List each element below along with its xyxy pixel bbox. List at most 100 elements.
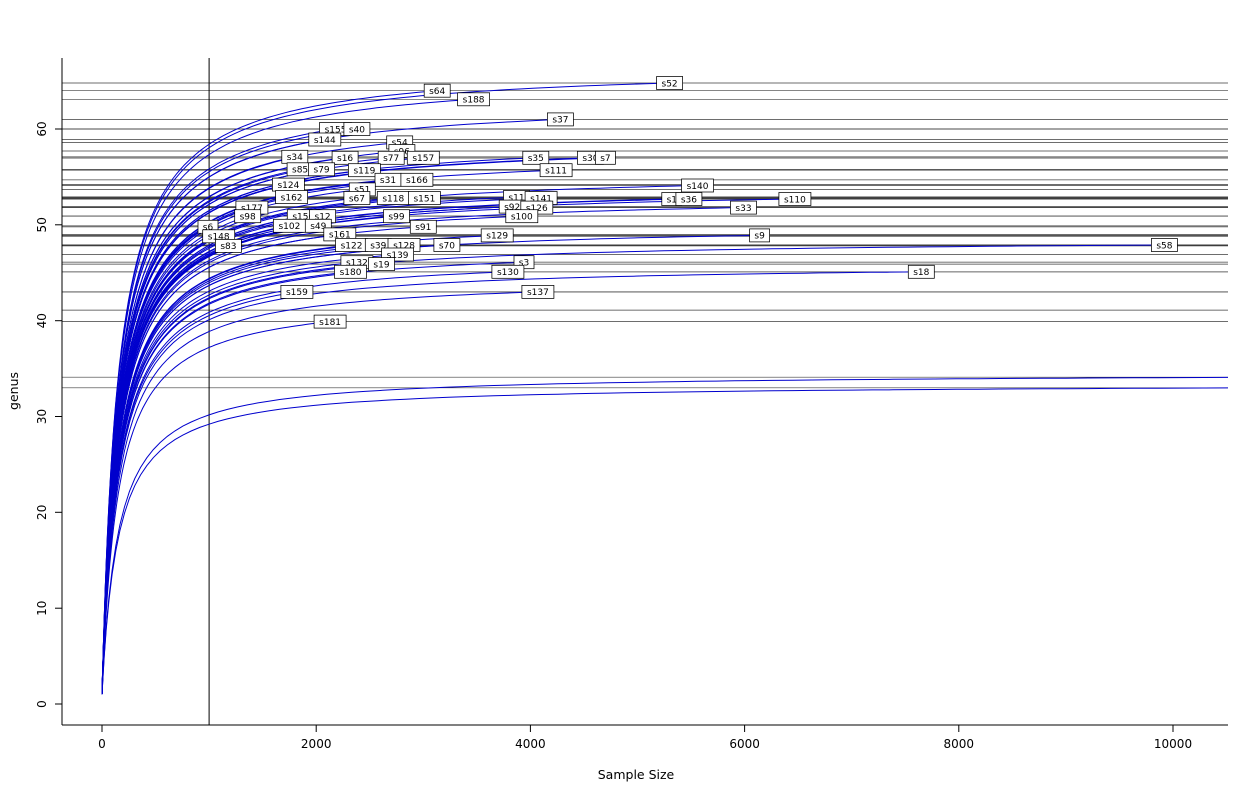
sample-label-s144: s144 xyxy=(314,136,336,146)
sample-label-s130: s130 xyxy=(497,268,519,278)
sample-label-box-s37 xyxy=(547,112,574,127)
sample-label-s124: s124 xyxy=(277,181,299,191)
rarefaction-curve-s79 xyxy=(101,168,322,695)
sample-label-s70: s70 xyxy=(439,241,455,251)
rarefaction-curve-s188 xyxy=(101,98,474,695)
x-tick-label: 4000 xyxy=(515,737,546,751)
sample-label-s132: s132 xyxy=(346,259,368,269)
sample-label-s83: s83 xyxy=(220,242,236,252)
sample-label-box-s70 xyxy=(433,238,461,252)
sample-label-s52: s52 xyxy=(662,79,678,89)
sample-label-s85: s85 xyxy=(292,166,308,176)
sample-label-s12: s12 xyxy=(315,213,331,223)
x-tick-label: 6000 xyxy=(729,737,760,751)
rarefaction-curve-s64 xyxy=(101,90,438,695)
rarefaction-curve-s137 xyxy=(101,291,538,695)
sample-label-s37: s37 xyxy=(552,116,568,126)
sample-label-s129: s129 xyxy=(486,232,508,242)
sample-label-box-s36 xyxy=(675,192,703,206)
sample-label-s31: s31 xyxy=(380,176,396,186)
sample-label-s30: s30 xyxy=(582,154,598,164)
sample-label-box-s19 xyxy=(368,257,395,271)
sample-label-s64: s64 xyxy=(429,87,445,97)
sample-label-s7: s7 xyxy=(600,154,610,164)
sample-label-box-s144 xyxy=(308,132,342,147)
sample-label-box-s181 xyxy=(313,314,347,329)
sample-label-s11: s11 xyxy=(508,193,524,203)
sample-label-s118: s118 xyxy=(382,194,404,204)
sample-label-box-s67 xyxy=(343,191,371,205)
sample-label-s141: s141 xyxy=(530,194,552,204)
sample-label-s77: s77 xyxy=(383,154,399,164)
rarefaction-curve-s181 xyxy=(101,321,331,695)
sample-label-s180: s180 xyxy=(340,268,362,278)
sample-label-box-s91 xyxy=(409,219,437,234)
rarefaction-curve-s35 xyxy=(101,157,536,695)
sample-label-box-s111 xyxy=(539,163,573,178)
sample-label-s166: s166 xyxy=(406,176,428,186)
sample-label-box-s130 xyxy=(491,264,525,279)
rarefaction-curve-s141 xyxy=(101,197,542,695)
y-axis-ticks: 0 10 20 30 40 50 60 xyxy=(35,121,62,708)
y-tick-label: 50 xyxy=(35,217,49,232)
sample-label-box-s100 xyxy=(505,209,539,224)
sample-label-box-s188 xyxy=(457,92,490,107)
sample-label-s157: s157 xyxy=(412,154,434,164)
sample-label-box-s140 xyxy=(681,178,714,193)
x-axis-ticks: 0 2000 4000 6000 8000 10000 xyxy=(98,725,1192,751)
x-tick-label: 10000 xyxy=(1154,737,1192,751)
sample-label-box-s77 xyxy=(377,150,405,165)
sample-label-box-s52 xyxy=(656,76,683,90)
rarefaction-curve-s1 xyxy=(101,198,672,695)
sample-label-s155: s155 xyxy=(325,125,347,135)
rarefaction-curve-unlabeled xyxy=(101,387,1229,695)
sample-label-s6: s6 xyxy=(203,223,214,233)
axes-group: 0 2000 4000 6000 8000 10000 0 10 20 30 40 50 60 Sam… xyxy=(6,58,1228,782)
rarefaction-curve-s18 xyxy=(101,271,922,695)
sample-label-s177: s177 xyxy=(241,204,263,214)
sample-label-s181: s181 xyxy=(319,318,341,328)
rarefaction-curve-s111 xyxy=(101,169,557,695)
sample-labels-group: s52s64s188s37s155s40s144s54s96s34s16s77s… xyxy=(197,76,1178,329)
sample-label-box-s33 xyxy=(730,200,757,215)
y-tick-label: 0 xyxy=(35,700,49,708)
sample-label-s156: s156 xyxy=(292,213,314,223)
rarefaction-curve-s110 xyxy=(101,198,795,695)
y-axis-title: genus xyxy=(6,372,21,410)
x-tick-label: 8000 xyxy=(944,737,975,751)
x-tick-label: 2000 xyxy=(301,737,332,751)
sample-label-s126: s126 xyxy=(526,204,548,214)
sample-label-s3: s3 xyxy=(519,259,529,269)
sample-label-s148: s148 xyxy=(208,233,230,243)
sample-label-box-s35 xyxy=(522,150,550,165)
x-axis-title: Sample Size xyxy=(598,767,675,782)
sample-label-box-s40 xyxy=(343,122,371,136)
sample-label-s139: s139 xyxy=(387,251,409,261)
sample-label-s16: s16 xyxy=(337,154,353,164)
y-tick-label: 30 xyxy=(35,409,49,424)
sample-label-box-s180 xyxy=(334,264,367,279)
sample-label-s128: s128 xyxy=(393,241,415,251)
sample-label-s119: s119 xyxy=(353,167,375,177)
rarefaction-curve-s161 xyxy=(101,233,340,695)
rarefaction-curve-s36 xyxy=(101,198,689,695)
sample-label-s151: s151 xyxy=(413,194,435,204)
y-tick-label: 20 xyxy=(35,505,49,520)
sample-label-s92: s92 xyxy=(504,203,520,213)
sample-label-box-s9 xyxy=(749,228,770,243)
sample-label-s36: s36 xyxy=(681,195,697,205)
sample-label-s111: s111 xyxy=(545,167,567,177)
rarefaction-curve-s52 xyxy=(101,82,670,695)
y-tick-label: 40 xyxy=(35,313,49,328)
sample-label-box-s166 xyxy=(400,172,434,187)
sample-label-s137: s137 xyxy=(527,288,549,298)
rarefaction-curve-s3 xyxy=(101,261,525,695)
rarefaction-curve-s159 xyxy=(101,291,297,695)
sample-label-box-s16 xyxy=(331,150,359,165)
sample-label-box-s98 xyxy=(234,209,262,224)
sample-label-box-s64 xyxy=(423,83,451,98)
sample-label-s100: s100 xyxy=(511,213,533,223)
rarefaction-curve-s85 xyxy=(101,168,301,695)
sample-label-s122: s122 xyxy=(341,241,363,251)
